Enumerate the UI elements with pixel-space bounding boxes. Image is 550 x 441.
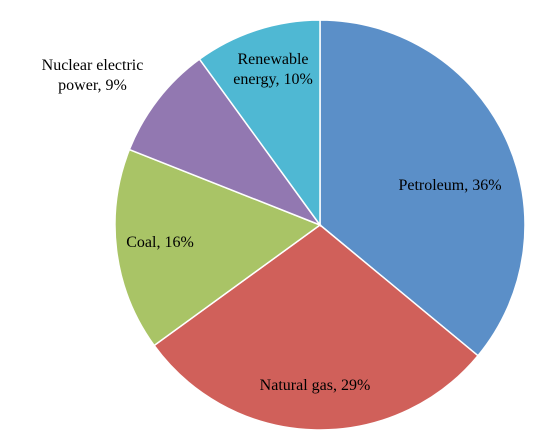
slice-label: Natural gas, 29%: [259, 377, 371, 394]
slice-label: Nuclear electric power, 9%: [41, 57, 144, 94]
slice-label: Coal, 16%: [126, 234, 194, 251]
pie-slice: [153, 224, 480, 431]
pie-slice: [128, 58, 323, 227]
pie-slice: [114, 148, 322, 347]
slice-label: Petroleum, 36%: [398, 177, 502, 194]
pie-slice: [198, 19, 321, 228]
pie-slice: [319, 19, 526, 357]
slice-label: Renewable energy, 10%: [233, 51, 313, 88]
